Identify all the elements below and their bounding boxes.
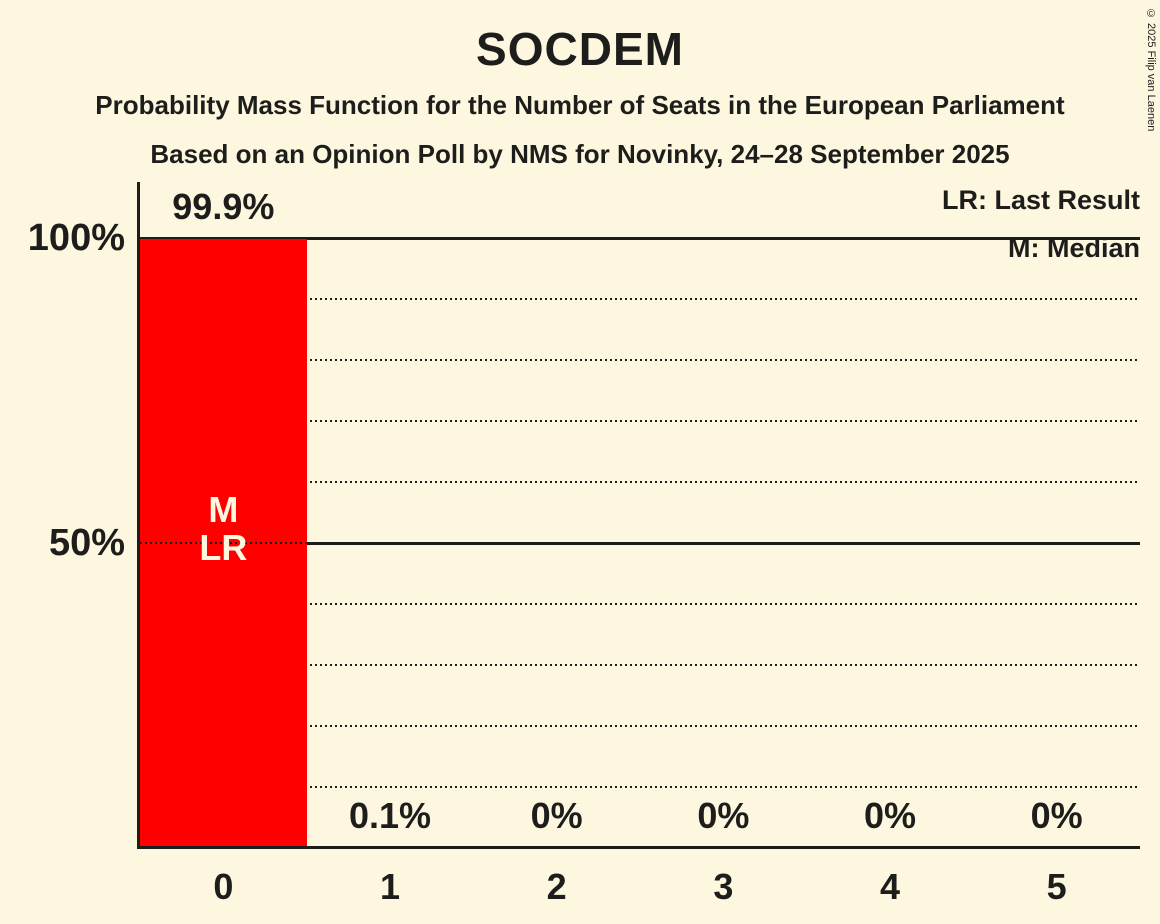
bar-annotation-line: LR	[199, 527, 248, 568]
chart-title: SOCDEM	[476, 23, 684, 75]
plot-area	[140, 236, 1140, 848]
gridline-60	[140, 480, 1140, 483]
x-tick-label-4: 4	[879, 866, 900, 907]
gridline-40	[140, 602, 1140, 605]
x-tick-label-3: 3	[713, 866, 734, 907]
y-axis-line	[137, 182, 140, 849]
gridline-80	[140, 358, 1140, 361]
x-tick-label-2: 2	[546, 866, 567, 907]
gridline-20	[140, 724, 1140, 727]
legend-last-result: LR: Last Result	[941, 185, 1140, 215]
x-tick-label-5: 5	[1046, 866, 1067, 907]
gridline-overlay-50	[140, 541, 1140, 544]
y-tick-label-100: 100%	[27, 217, 125, 259]
legend-median: M: Median	[1008, 233, 1140, 263]
x-tick-label-0: 0	[213, 866, 234, 907]
value-label-2: 0%	[530, 795, 583, 836]
value-label-1: 0.1%	[348, 795, 432, 836]
value-label-3: 0%	[697, 795, 750, 836]
gridline-30	[140, 663, 1140, 666]
value-label-5: 0%	[1030, 795, 1083, 836]
gridline-90	[140, 297, 1140, 300]
x-tick-label-1: 1	[379, 866, 400, 907]
bar-annotation-line: M	[208, 489, 239, 530]
y-tick-label-50: 50%	[48, 522, 125, 564]
value-label-0: 99.9%	[172, 185, 275, 227]
x-axis-line	[137, 846, 1140, 849]
bar-annotation-median-lastresult: M LR	[140, 491, 307, 567]
gridline-70	[140, 419, 1140, 422]
gridline-10	[140, 785, 1140, 788]
chart-subtitle-1: Probability Mass Function for the Number…	[95, 90, 1065, 120]
chart-subtitle-2: Based on an Opinion Poll by NMS for Novi…	[150, 139, 1010, 169]
value-label-4: 0%	[863, 795, 916, 836]
gridline-overlay-100	[140, 236, 1140, 239]
copyright-notice: © 2025 Filip van Laenen	[1145, 8, 1157, 132]
